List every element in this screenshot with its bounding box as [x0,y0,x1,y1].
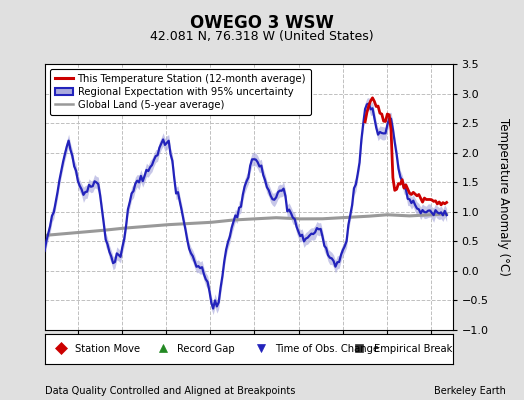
Text: Record Gap: Record Gap [177,344,235,354]
Text: Empirical Break: Empirical Break [374,344,452,354]
Text: 42.081 N, 76.318 W (United States): 42.081 N, 76.318 W (United States) [150,30,374,43]
Y-axis label: Temperature Anomaly (°C): Temperature Anomaly (°C) [497,118,510,276]
Text: Berkeley Earth: Berkeley Earth [434,386,506,396]
Text: Station Move: Station Move [75,344,140,354]
Text: OWEGO 3 WSW: OWEGO 3 WSW [190,14,334,32]
Legend: This Temperature Station (12-month average), Regional Expectation with 95% uncer: This Temperature Station (12-month avera… [50,69,311,115]
Text: Time of Obs. Change: Time of Obs. Change [276,344,379,354]
Text: Data Quality Controlled and Aligned at Breakpoints: Data Quality Controlled and Aligned at B… [45,386,295,396]
